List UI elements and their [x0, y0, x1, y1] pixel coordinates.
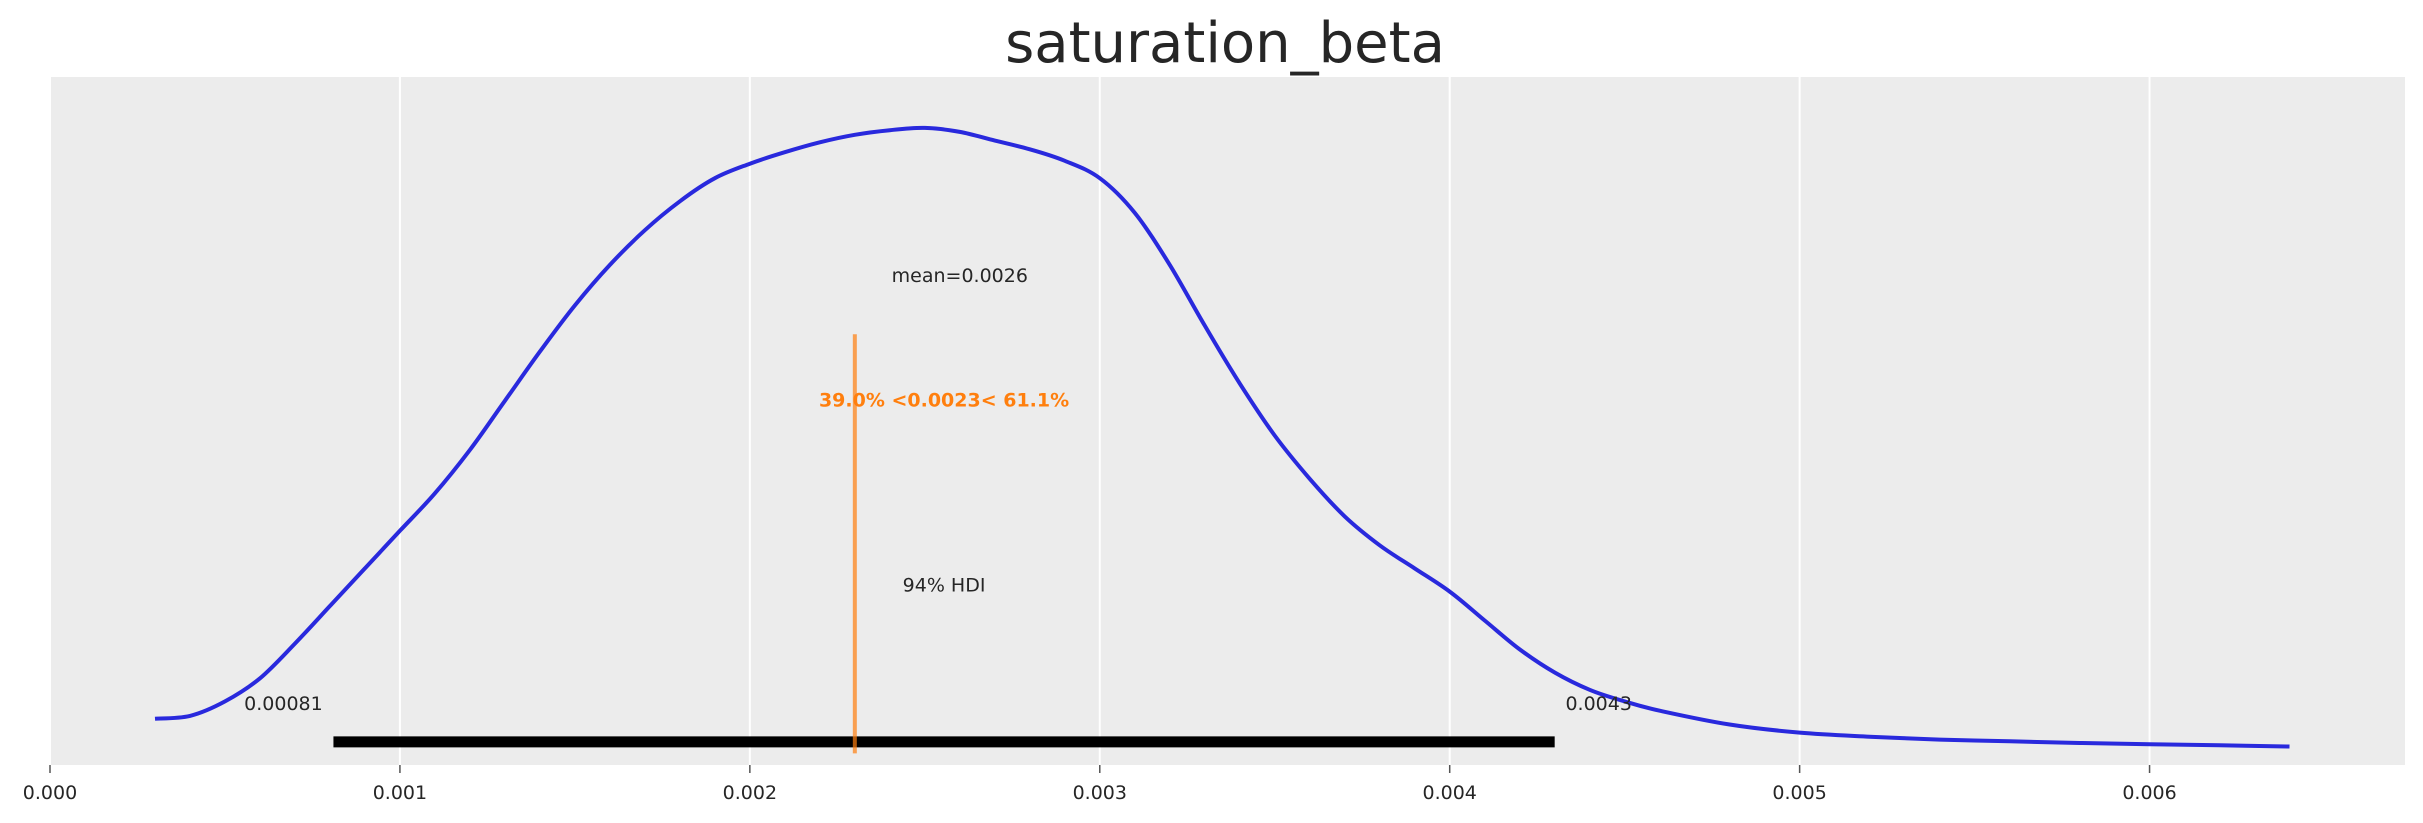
x-tick-label: 0.002 [723, 782, 777, 804]
plot-area [50, 77, 2405, 765]
x-tick-label: 0.006 [2122, 782, 2176, 804]
gridlines [49, 77, 2151, 765]
chart-title: saturation_beta [1005, 11, 1445, 76]
x-tick-label: 0.001 [373, 782, 427, 804]
density-curve [154, 125, 2290, 749]
hdi-low-label: 0.00081 [244, 693, 323, 715]
mean-label: mean=0.0026 [892, 265, 1028, 287]
reference-label: 39.0% <0.0023< 61.1% [819, 390, 1069, 412]
x-axis: 0.000 0.001 0.002 0.003 0.004 0.005 0.006 [23, 765, 2177, 804]
x-tick-label: 0.000 [23, 782, 77, 804]
hdi-label: 94% HDI [903, 575, 986, 597]
x-tick-label: 0.005 [1772, 782, 1826, 804]
hdi-high-label: 0.0043 [1565, 693, 1631, 715]
x-tick-label: 0.003 [1073, 782, 1127, 804]
x-tick-label: 0.004 [1422, 782, 1476, 804]
